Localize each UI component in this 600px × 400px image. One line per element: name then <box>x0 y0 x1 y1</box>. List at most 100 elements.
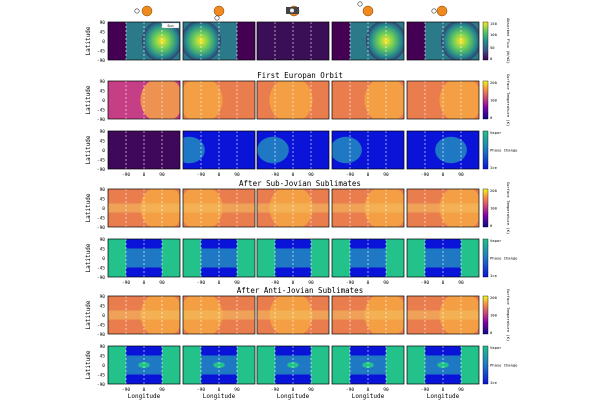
panel-frame <box>182 295 256 335</box>
x-tick-label: 90 <box>308 172 314 178</box>
phase-vapor-region <box>332 239 350 277</box>
colorbar-4 <box>482 238 489 278</box>
phase-vapor-region <box>162 239 180 277</box>
colorbar-tick: 0 <box>490 56 493 61</box>
colorbar-tick: 100 <box>490 313 498 318</box>
temp-warm <box>439 81 479 119</box>
y-tick-label: -45 <box>97 108 105 114</box>
x-tick-label: 90 <box>458 387 464 393</box>
y-tick-label: 90 <box>100 129 106 135</box>
phase-vapor-region <box>257 239 275 277</box>
y-tick-label: -90 <box>97 225 105 231</box>
y-tick-label: -90 <box>97 332 105 338</box>
panel-frame <box>331 345 405 385</box>
jupiter-icon <box>436 5 448 17</box>
europa-icon <box>134 8 140 14</box>
temp-band <box>407 203 479 213</box>
phase-vapor-region <box>386 346 404 384</box>
y-tick-label: 0 <box>102 256 105 262</box>
panel-r0-c3 <box>331 21 405 61</box>
phase-change-region <box>435 136 467 164</box>
x-tick-label: 90 <box>159 172 165 178</box>
panel-r2-c2: -90 0 90 <box>256 130 330 178</box>
panel-frame <box>256 238 330 278</box>
panel-frame <box>182 21 256 61</box>
europa-icon <box>431 8 437 14</box>
x-tick-label: 0 <box>143 172 146 178</box>
y-axis-label: Latitude <box>85 26 92 55</box>
x-tick-label: 0 <box>143 387 146 393</box>
panel-r4-c1: -90 0 90 <box>182 238 256 286</box>
x-tick-label: -90 <box>421 280 429 286</box>
colorbar-tick: Ice <box>490 273 498 278</box>
panel-r0-c0: 90 45 0 -45 -90 Latitude Sun <box>85 20 181 64</box>
x-tick-label: 0 <box>367 387 370 393</box>
colorbar-tick: 100 <box>490 98 498 103</box>
panel-frame <box>406 80 480 120</box>
x-tick-label: -90 <box>271 280 279 286</box>
phase-vapor-region <box>108 346 126 384</box>
panel-frame <box>331 188 405 228</box>
x-tick-label: 0 <box>367 172 370 178</box>
panel-frame <box>406 188 480 228</box>
y-axis-label: Latitude <box>85 350 92 379</box>
phase-vapor-region <box>183 239 201 277</box>
panel-r5-c0: 90 45 0 -45 -90 Latitude <box>85 294 181 338</box>
temp-band <box>108 203 180 213</box>
panel-frame <box>406 345 480 385</box>
colorbar-tick: 100 <box>490 32 498 37</box>
temp-warm <box>140 81 180 119</box>
europa-icon <box>290 8 294 13</box>
flux-hotspot <box>141 22 180 60</box>
temp-warm <box>269 81 313 119</box>
panel-frame <box>107 21 181 61</box>
colorbar-tick: Vapor <box>490 345 502 350</box>
jupiter-icon <box>141 5 153 17</box>
colorbar-tick: Ice <box>490 165 498 170</box>
y-tick-label: -45 <box>97 323 105 329</box>
panel-frame <box>256 80 330 120</box>
orbit-diagram <box>134 1 448 21</box>
legend-label: Sun <box>167 24 173 28</box>
colorbar-tick: 0 <box>490 115 493 120</box>
colorbar-tick: 50 <box>490 45 495 50</box>
panel-grid: 90 45 0 -45 -90 Latitude Sun 90 45 0 -45 -90 Latitud… <box>85 20 480 400</box>
panel-frame <box>331 130 405 170</box>
panel-r2-c0: 90 45 0 -45 -90 Latitude -90 0 90 <box>85 129 181 178</box>
panel-r0-c1 <box>182 21 256 61</box>
panel-frame <box>406 21 480 61</box>
europa-icon <box>214 15 220 21</box>
y-tick-label: 45 <box>100 139 106 145</box>
x-tick-label: -90 <box>122 172 130 178</box>
y-tick-label: 0 <box>102 98 105 104</box>
panel-r5-c1 <box>182 295 256 335</box>
y-tick-label: -90 <box>97 58 105 64</box>
x-tick-label: -90 <box>197 387 205 393</box>
x-tick-label: 90 <box>308 280 314 286</box>
colorbar-tick: 0 <box>490 223 493 228</box>
y-axis-label: Latitude <box>85 135 92 164</box>
colorbar-tick: Ice <box>490 380 498 385</box>
x-tick-label: 90 <box>234 280 240 286</box>
panel-frame <box>107 238 181 278</box>
colorbar-0 <box>482 21 489 61</box>
phase-vapor-region <box>183 346 201 384</box>
colorbar-tick: 200 <box>490 188 498 193</box>
panel-frame <box>406 238 480 278</box>
phase-vapor-region <box>407 239 425 277</box>
panel-frame <box>182 80 256 120</box>
panel-frame <box>406 295 480 335</box>
x-tick-label: -90 <box>346 387 354 393</box>
panel-r3-c2 <box>256 188 330 228</box>
section-title: First Europan Orbit <box>257 71 343 80</box>
colorbar-tick: Vapor <box>490 238 502 243</box>
x-tick-label: -90 <box>122 280 130 286</box>
y-tick-label: 0 <box>102 313 105 319</box>
y-tick-label: -90 <box>97 382 105 388</box>
x-tick-label: 0 <box>292 387 295 393</box>
x-tick-label: 0 <box>442 280 445 286</box>
y-tick-label: 45 <box>100 247 106 253</box>
x-tick-label: 90 <box>458 172 464 178</box>
